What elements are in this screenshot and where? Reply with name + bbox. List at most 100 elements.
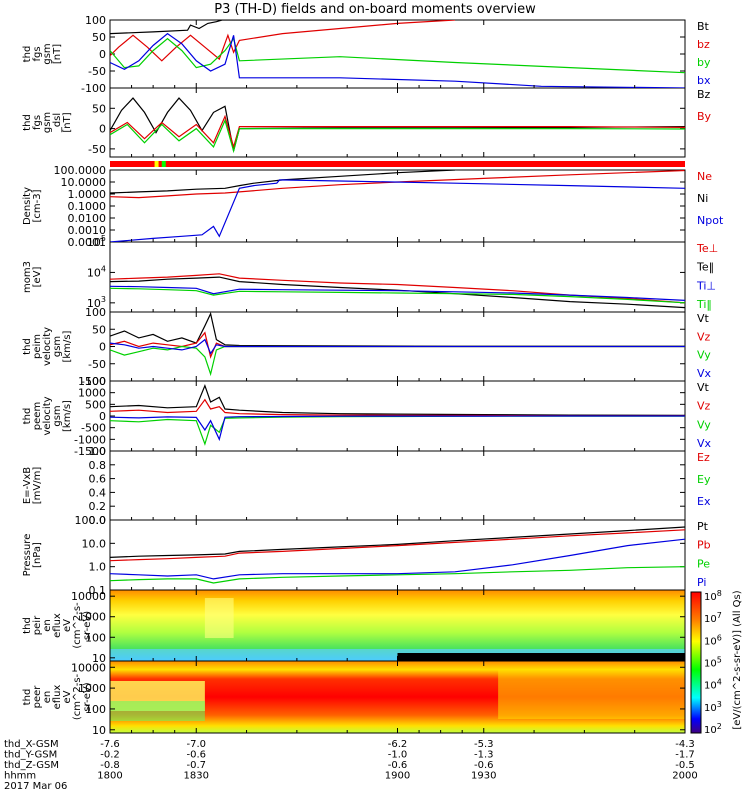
y-tick-label: 10.0000 [61, 176, 107, 189]
legend-entry: Ni [697, 192, 708, 205]
spectrogram-noise [397, 653, 685, 661]
orbit-row-value: -0.8 [100, 760, 120, 771]
legend-entry: By [697, 110, 712, 123]
series-line-fgs_gsm-bz [110, 20, 456, 62]
y-axis-label: en [42, 691, 53, 704]
y-tick-label: 50 [92, 31, 106, 44]
colorbar-tick-label: 107 [704, 611, 722, 625]
orbit-row-value: -1.0 [388, 750, 408, 761]
y-tick-label: -100 [81, 375, 106, 388]
legend-entry: Vx [697, 437, 712, 450]
series-line-peem_velocity-Vt [110, 384, 685, 416]
y-axis-label: velocity [42, 327, 53, 366]
series-line-pressure-Pi [110, 538, 685, 580]
y-tick-label: 100 [85, 306, 106, 319]
y-axis-label: thd [22, 617, 33, 634]
y-axis-label: peer [32, 685, 43, 709]
spectrogram-band-low [110, 701, 205, 721]
y-axis-label: fgs [32, 115, 43, 130]
orbit-row-value: -0.6 [474, 760, 494, 771]
y-axis-label: [mV/m] [32, 467, 43, 505]
colorbar [690, 591, 702, 734]
orbit-row-value: 1930 [471, 771, 496, 782]
series-line-density-Ni [110, 170, 456, 194]
legend-entry: Vz [697, 400, 711, 413]
y-axis-label: peim [32, 334, 43, 359]
orbit-row-label: hhmm [4, 771, 36, 782]
legend-entry: Bz [697, 88, 711, 101]
series-line-pressure-Pe [110, 566, 685, 584]
y-axis-label: sr-eV) [82, 682, 93, 711]
legend-entry: Pi [697, 576, 706, 589]
y-tick-label: 0 [99, 341, 106, 354]
status-bar-yellow [154, 161, 159, 167]
orbit-row-value: -7.0 [186, 739, 206, 750]
y-tick-label: 10000 [71, 661, 106, 674]
colorbar-tick-label: 108 [704, 589, 722, 603]
legend-entry: Pb [697, 539, 711, 552]
y-axis-label: velocity [42, 396, 53, 435]
y-tick-label: 0 [99, 123, 106, 136]
status-bar [110, 161, 685, 167]
panel-frame-density [109, 169, 686, 243]
y-axis-label: (cm^2-s- [72, 602, 83, 649]
series-line-pressure-Pb [110, 529, 685, 562]
y-axis-label: eflux [52, 685, 63, 710]
status-bar-green [161, 161, 166, 167]
series-line-peem_velocity-Vz [110, 398, 685, 417]
y-axis-label: sr-eV) [82, 611, 93, 640]
legend-entry: Bt [697, 20, 710, 33]
legend-entry: Te⊥ [696, 242, 718, 255]
y-axis-label: gsm [42, 112, 53, 133]
series-line-fgs_gsm-by [110, 37, 685, 74]
y-axis-label: [eV] [32, 267, 43, 288]
y-axis-label: eflux [52, 613, 63, 638]
legend-entry: Pt [697, 520, 709, 533]
orbit-row-value: -1.3 [474, 750, 494, 761]
legend-entry: Vt [697, 381, 710, 394]
y-axis-label: en [42, 619, 53, 632]
legend-entry: Vy [697, 418, 711, 431]
y-tick-label: 1000 [78, 611, 106, 624]
y-axis-label: gsm [52, 405, 63, 426]
legend-entry: Ey [697, 473, 711, 486]
y-tick-label: 0.1 [89, 584, 107, 597]
y-tick-label: 0 [99, 48, 106, 61]
y-axis-label: peem [32, 402, 43, 430]
y-tick-label: -50 [88, 358, 106, 371]
y-axis-label: eV [62, 690, 73, 703]
y-tick-label: 100.0 [75, 514, 107, 527]
y-axis-label: thd [22, 338, 33, 355]
legend-entry: Vt [697, 312, 710, 325]
panel-frame-temp [109, 241, 686, 313]
y-axis-label: fgs [32, 46, 43, 61]
y-axis-label: eV [62, 619, 73, 632]
colorbar-tick-label: 104 [704, 678, 722, 692]
legend-entry: bz [697, 38, 710, 51]
y-tick-label: -50 [88, 143, 106, 156]
series-line-density-Ne [110, 170, 685, 199]
orbit-row-value: 1800 [97, 771, 122, 782]
series-line-temp-Ti⊥ [110, 285, 685, 301]
y-axis-label: [cm-3] [32, 189, 43, 222]
y-axis-label: [nPa] [32, 542, 43, 568]
y-tick-label: 50 [92, 323, 106, 336]
colorbar-tick-label: 102 [704, 722, 722, 736]
y-tick-label: 0.6 [89, 473, 107, 486]
y-axis-label: thd [22, 114, 33, 131]
legend-entry: Vz [697, 330, 711, 343]
orbit-row-value: -6.2 [388, 739, 408, 750]
y-tick-label: 100 [85, 631, 106, 644]
y-tick-label: 50 [92, 102, 106, 115]
y-axis-label: [km/s] [62, 330, 73, 362]
legend-entry: bx [697, 74, 711, 87]
orbit-row-value: -0.6 [186, 750, 206, 761]
legend-entry: Npot [697, 214, 724, 227]
y-tick-label: 0.2 [89, 500, 107, 513]
y-axis-label: thd [22, 46, 33, 63]
y-axis-label: E=-VxB [22, 467, 33, 504]
y-axis-label: _dsl [52, 113, 63, 133]
y-axis-label: mom3 [22, 261, 33, 293]
y-tick-label: -500 [81, 422, 106, 435]
